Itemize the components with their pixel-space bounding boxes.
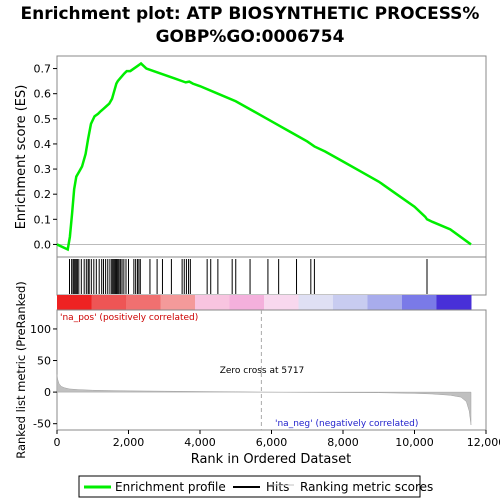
es-y-tick-label: 0.2	[34, 188, 52, 201]
color-band-segment	[126, 295, 161, 310]
color-band-segment	[402, 295, 437, 310]
es-y-tick-label: 0.1	[34, 213, 52, 226]
metric-y-tick-label: 50	[37, 355, 51, 368]
pos-correlated-label: 'na_pos' (positively correlated)	[60, 313, 198, 323]
metric-x-ticks: 0 2,000 4,000 6,000 8,000 10,000 12,000	[54, 430, 500, 449]
color-band-segment	[298, 295, 333, 310]
x-tick-label: 4,000	[184, 436, 216, 449]
es-y-tick-label: 0.4	[34, 138, 52, 151]
hits-panel-frame	[57, 257, 486, 295]
color-band-segment	[264, 295, 299, 310]
rank-color-band	[57, 295, 471, 310]
x-tick-label: 10,000	[395, 436, 434, 449]
chart-title-line2: GOBP%GO:0006754	[156, 27, 345, 47]
es-y-tick-label: 0.7	[34, 63, 52, 76]
metric-y-ticks: -50 0 50 100	[30, 323, 57, 431]
es-y-tick-label: 0.3	[34, 163, 52, 176]
color-band-segment	[195, 295, 230, 310]
metric-y-tick-label: 100	[30, 323, 51, 336]
es-y-tick-label: 0.6	[34, 88, 52, 101]
neg-correlated-label: 'na_neg' (negatively correlated)	[275, 419, 418, 429]
color-band-segment	[333, 295, 368, 310]
x-tick-label: 2,000	[113, 436, 145, 449]
legend-enrichment-label: Enrichment profile	[115, 480, 226, 494]
color-band-segment	[229, 295, 264, 310]
x-tick-label: 6,000	[256, 436, 288, 449]
legend-hits-label: Hits	[266, 480, 289, 494]
color-band-segment	[91, 295, 126, 310]
es-y-axis-label: Enrichment score (ES)	[14, 85, 29, 230]
color-band-segment	[436, 295, 471, 310]
chart-title-line1: Enrichment plot: ATP BIOSYNTHETIC PROCES…	[21, 4, 480, 24]
legend-metric-label: Ranking metric scores	[300, 480, 433, 494]
color-band-segment	[367, 295, 402, 310]
x-tick-label: 12,000	[467, 436, 500, 449]
legend: Enrichment profile Hits Ranking metric s…	[79, 476, 433, 497]
metric-y-tick-label: -50	[33, 418, 51, 431]
es-panel-frame	[57, 56, 486, 257]
x-tick-label: 0	[54, 436, 61, 449]
metric-y-axis-label: Ranked list metric (PreRanked)	[14, 281, 28, 459]
color-band-segment	[57, 295, 92, 310]
color-band-segment	[160, 295, 195, 310]
es-panel: 0.0 0.1 0.2 0.3 0.4 0.5 0.6 0.7 Enrichment scor…	[14, 56, 486, 257]
x-axis-label: Rank in Ordered Dataset	[191, 452, 352, 467]
es-y-tick-label: 0.0	[34, 238, 52, 251]
es-y-tick-label: 0.5	[34, 113, 52, 126]
hits-panel	[57, 257, 486, 295]
x-tick-label: 8,000	[327, 436, 359, 449]
es-y-ticks: 0.0 0.1 0.2 0.3 0.4 0.5 0.6 0.7	[34, 63, 58, 252]
zero-cross-label: Zero cross at 5717	[220, 366, 305, 376]
metric-y-tick-label: 0	[44, 386, 51, 399]
